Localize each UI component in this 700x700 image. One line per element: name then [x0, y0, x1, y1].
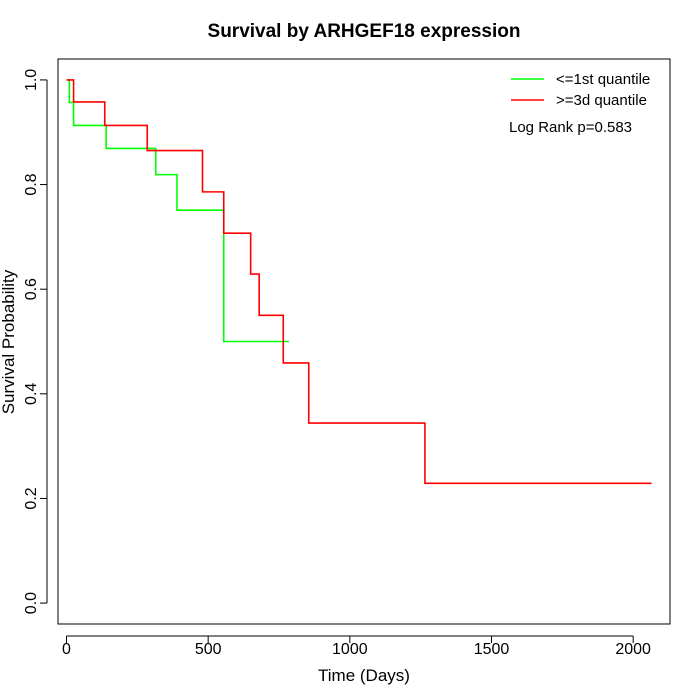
x-tick-label: 0 [62, 641, 71, 658]
x-tick-label: 500 [195, 641, 222, 658]
y-tick-label: 0.4 [23, 383, 40, 405]
y-tick-label: 0.6 [23, 278, 40, 300]
legend-label-0: <=1st quantile [556, 71, 650, 88]
log-rank-annotation: Log Rank p=0.583 [509, 119, 632, 136]
x-tick-label: 2000 [615, 641, 651, 658]
x-tick-label: 1000 [332, 641, 368, 658]
legend-label-1: >=3d quantile [556, 92, 647, 109]
y-tick-label: 0.0 [23, 592, 40, 614]
y-tick-label: 0.8 [23, 173, 40, 195]
y-tick-label: 0.2 [23, 487, 40, 509]
series-line-0 [66, 79, 289, 343]
x-axis-label: Time (Days) [318, 666, 410, 685]
y-tick-label: 1.0 [23, 69, 40, 91]
series-line-1 [66, 79, 652, 485]
plot-frame [57, 58, 671, 625]
series-layer [66, 79, 652, 485]
legend: <=1st quantile >=3d quantile [511, 71, 650, 109]
y-axis-label: Survival Probability [0, 269, 18, 414]
y-axis: 0.0 0.2 0.4 0.6 0.8 1.0 [23, 69, 48, 614]
x-tick-label: 1500 [474, 641, 510, 658]
chart-title: Survival by ARHGEF18 expression [208, 21, 521, 42]
x-axis: 0 500 1000 1500 2000 [62, 635, 651, 658]
